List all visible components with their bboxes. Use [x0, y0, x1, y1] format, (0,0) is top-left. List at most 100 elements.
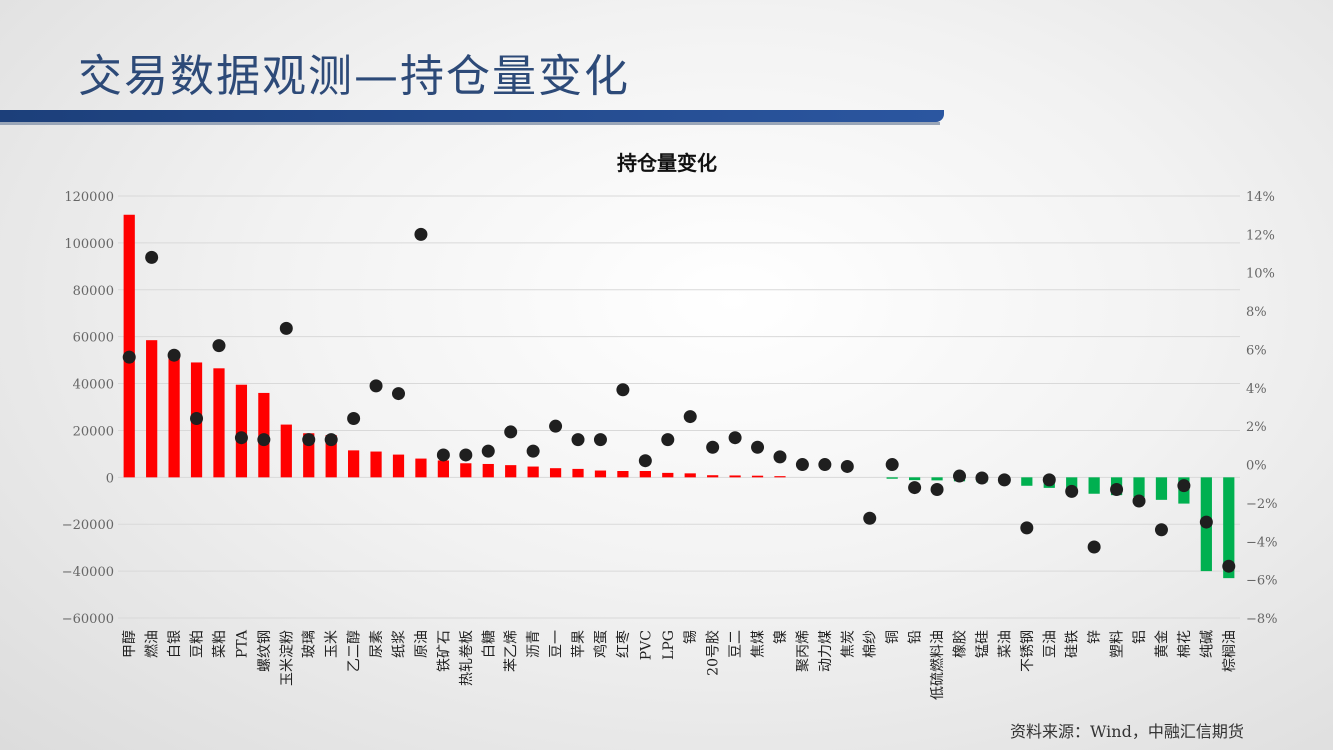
scatter-point: [840, 459, 854, 473]
bar: [886, 477, 898, 479]
bar: [123, 214, 135, 478]
scatter-point: [773, 450, 787, 464]
category-label: 乙二醇: [346, 630, 363, 672]
bar: [774, 476, 786, 478]
scatter-point: [908, 481, 922, 495]
left-tick-label: 40000: [73, 378, 114, 393]
scatter-point: [481, 444, 495, 458]
scatter-point: [1087, 540, 1101, 554]
bar: [482, 463, 494, 478]
bar: [617, 471, 629, 478]
category-label: 白糖: [481, 630, 497, 658]
scatter-point: [638, 454, 652, 468]
left-tick-label: −20000: [62, 518, 114, 533]
category-label: 原油: [414, 630, 430, 658]
right-tick-label: 0%: [1246, 459, 1267, 474]
right-tick-label: −4%: [1246, 535, 1278, 550]
bar: [909, 477, 921, 481]
category-label: 玉米淀粉: [279, 630, 295, 686]
category-label: 不锈钢: [1020, 630, 1036, 672]
scatter-point: [1154, 523, 1168, 537]
slide-title: 交易数据观测—持仓量变化: [78, 51, 630, 102]
left-axis: 120000 100000 80000 60000 40000 20000 0 −20000 −…: [62, 190, 114, 627]
scatter-point: [549, 419, 563, 433]
scatter-point: [324, 433, 338, 447]
bar: [684, 473, 696, 478]
category-label: 锰硅: [975, 630, 991, 658]
scatter-point: [302, 433, 316, 447]
scatter-point: [234, 431, 248, 445]
right-tick-label: 6%: [1246, 343, 1267, 358]
scatter-point: [1177, 479, 1191, 493]
scatter-point: [526, 444, 540, 458]
category-label: 棕榈油: [1222, 630, 1238, 672]
scatter-point: [683, 410, 697, 424]
category-label: 菜油: [997, 630, 1013, 658]
title-accent-shadow: [0, 122, 940, 125]
category-labels: 甲醇 燃油 白银 豆粕 菜粕 PTA 螺纹钢 玉米淀粉 玻璃 玉米 乙二醇 尿素 纸浆 原油 铁矿石 热轧卷板…: [121, 629, 1238, 700]
category-label: 黄金: [1153, 630, 1170, 658]
category-label: LPG: [661, 630, 677, 660]
right-tick-label: −8%: [1246, 612, 1278, 627]
category-label: 铅: [908, 630, 924, 644]
scatter-point: [167, 348, 181, 362]
bar: [751, 475, 764, 478]
bar: [1223, 477, 1235, 579]
scatter-point: [1042, 473, 1056, 487]
bar: [505, 465, 517, 478]
left-tick-label: 20000: [73, 424, 114, 439]
scatter-point: [661, 433, 675, 447]
scatter-point: [1020, 521, 1034, 535]
right-tick-label: −6%: [1246, 574, 1278, 589]
scatter-point: [122, 350, 136, 364]
scatter-point: [1065, 484, 1079, 498]
category-label: 纯碱: [1199, 630, 1215, 658]
right-tick-label: 14%: [1246, 190, 1275, 205]
scatter-point: [459, 448, 473, 462]
category-label: PTA: [234, 629, 250, 658]
category-label: 热轧卷板: [459, 630, 475, 686]
scatter-point: [436, 448, 450, 462]
scatter-point: [414, 227, 428, 241]
category-label: 白银: [167, 630, 183, 658]
bar: [729, 475, 741, 478]
category-label: 塑料: [1110, 630, 1126, 658]
bar: [392, 454, 405, 478]
bar: [303, 433, 315, 478]
category-label: 沥青: [526, 630, 542, 658]
bar-series: [123, 214, 1235, 579]
left-tick-label: −40000: [62, 565, 114, 580]
category-label: 螺纹钢: [257, 630, 273, 672]
left-tick-label: −60000: [62, 612, 114, 627]
bar: [415, 458, 427, 478]
scatter-point: [257, 433, 271, 447]
bar: [549, 468, 562, 478]
scatter-point: [347, 412, 361, 426]
scatter-point: [1110, 482, 1124, 496]
chart-title: 持仓量变化: [617, 151, 717, 175]
bar: [235, 384, 248, 478]
category-label: 玉米: [324, 630, 340, 658]
scatter-point: [795, 458, 809, 472]
right-tick-label: 10%: [1246, 267, 1275, 282]
category-label: 棉纱: [862, 630, 879, 658]
left-tick-label: 100000: [64, 237, 114, 252]
scatter-point: [863, 511, 877, 525]
bar: [213, 368, 225, 478]
title-accent-bar: [0, 110, 944, 122]
bar: [370, 451, 382, 478]
category-label: 锌: [1087, 630, 1103, 644]
left-tick-label: 80000: [73, 284, 114, 299]
left-tick-label: 0: [106, 471, 114, 486]
right-tick-label: 4%: [1246, 382, 1267, 397]
category-label: 铜: [885, 630, 901, 644]
category-label: 20号胶: [705, 630, 722, 676]
scatter-point: [1222, 559, 1236, 573]
scatter-point: [504, 425, 518, 439]
scatter-point: [975, 471, 989, 485]
category-label: 菜粕: [212, 630, 228, 658]
category-label: 镍: [773, 630, 789, 644]
source-note: 资料来源：Wind，中融汇信期货: [1010, 722, 1244, 741]
bar: [325, 435, 337, 478]
